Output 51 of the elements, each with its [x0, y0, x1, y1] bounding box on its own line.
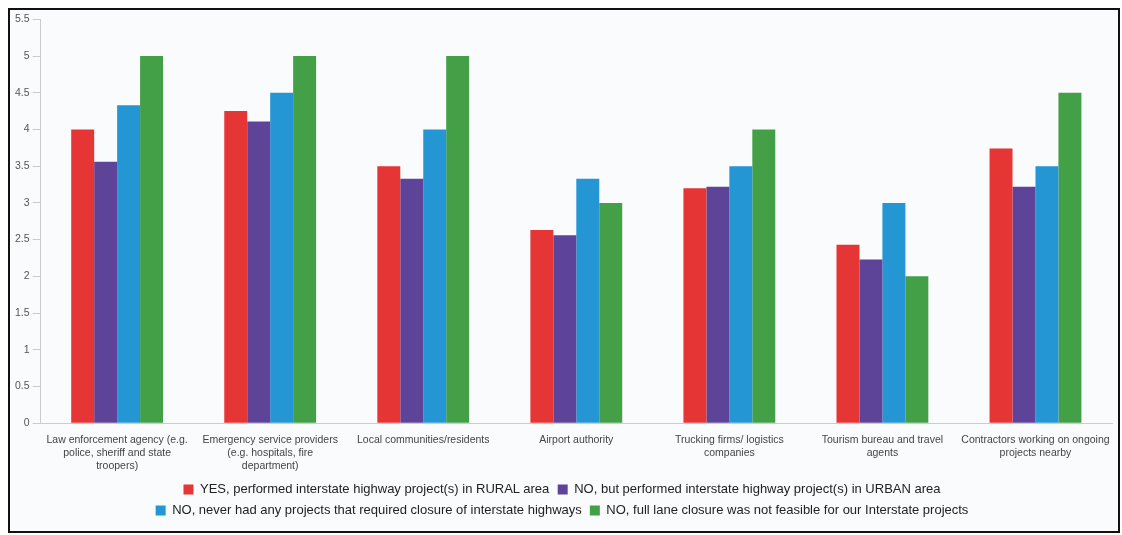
y-tick-label: 0.5 [14, 379, 30, 392]
bar [293, 56, 317, 423]
y-tick-label: 3 [23, 195, 30, 208]
bar [576, 178, 600, 423]
y-tick-label: 1 [23, 342, 30, 355]
x-tick-label: Trucking firms/ logistics companies [675, 433, 784, 458]
bar [905, 276, 929, 423]
bar [94, 161, 118, 423]
bar [423, 129, 447, 423]
x-tick-label: Tourism bureau and travel agents [821, 433, 944, 458]
bar [1012, 186, 1036, 423]
bar [599, 202, 623, 423]
bar [117, 105, 141, 423]
bar [224, 111, 248, 423]
bar [1058, 92, 1082, 423]
y-tick-label: 2 [23, 269, 30, 282]
x-tick-label: Contractors working on ongoing projects nearby [961, 433, 1110, 458]
y-tick-label: 4 [23, 122, 30, 135]
y-tick-label: 5.5 [14, 12, 30, 25]
bar [1035, 166, 1059, 423]
y-tick-label: 1.5 [14, 305, 30, 318]
bar [140, 56, 164, 423]
bar [247, 121, 271, 423]
bar [706, 186, 730, 423]
y-tick-label: 5 [23, 48, 30, 61]
bar [836, 244, 860, 423]
legend-label: NO, never had any projects that required closure of interstate highways [172, 502, 583, 518]
legend-label: NO, full lane closure was not feasible for our Interstate projects [606, 502, 969, 518]
y-tick-label: 2.5 [14, 232, 30, 245]
legend-label: YES, performed interstate highway project(s) in RURAL area [199, 481, 550, 497]
bar [752, 129, 776, 423]
x-tick-label: Law enforcement agency (e.g. police, sheriff and state troopers) [46, 433, 188, 471]
y-tick-label: 3.5 [14, 159, 30, 172]
bar [400, 178, 424, 423]
x-tick-label: Airport authority [539, 433, 615, 446]
y-tick-label: 4.5 [14, 85, 30, 98]
bar [882, 202, 906, 423]
x-tick-label: Local communities/residents [357, 433, 490, 446]
bar [553, 235, 577, 423]
bar [989, 148, 1013, 423]
bar [729, 166, 753, 423]
y-tick-label: 0 [23, 416, 30, 429]
bar [859, 259, 883, 423]
bar [446, 56, 470, 423]
bar [270, 92, 294, 423]
legend-label: NO, but performed interstate highway project(s) in URBAN area [574, 481, 942, 497]
bar [71, 129, 95, 423]
x-tick-label: Emergency service providers (e.g. hospitals, fire department) [202, 433, 338, 471]
bar [683, 188, 707, 423]
bar [377, 166, 401, 423]
bar [530, 230, 554, 423]
